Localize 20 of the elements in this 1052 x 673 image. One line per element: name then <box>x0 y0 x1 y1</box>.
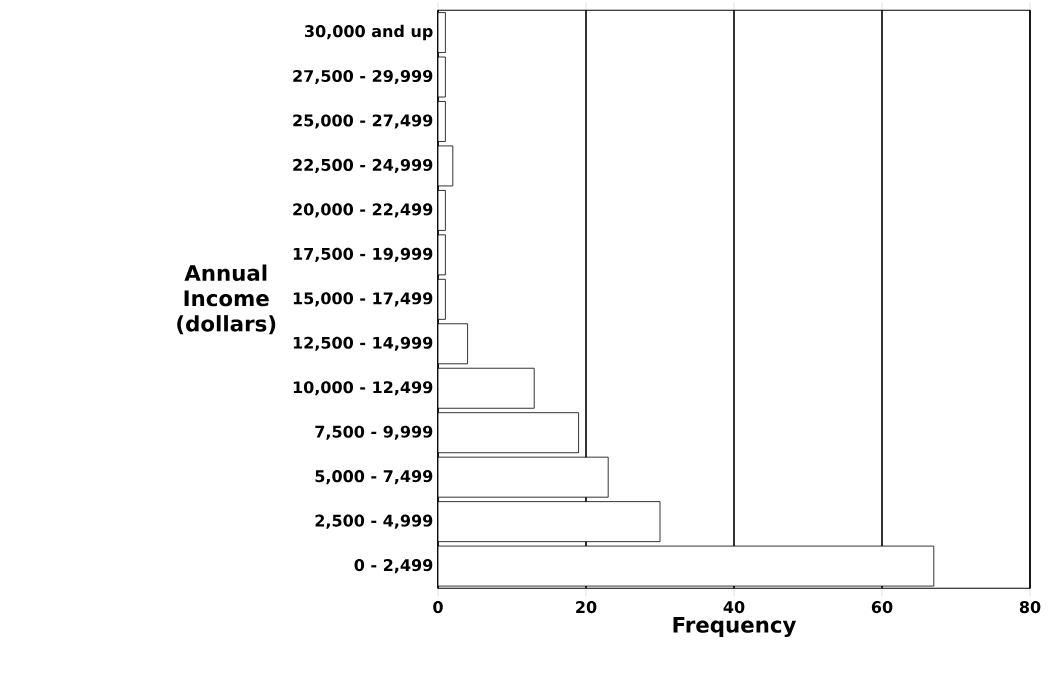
x-axis-title: Frequency <box>673 616 797 637</box>
y-tick-label: 27,500 - 29,999 <box>293 69 433 84</box>
y-tick-label: 5,000 - 7,499 <box>315 469 433 485</box>
x-tick-label: 40 <box>723 600 745 613</box>
y-tick-label: 2,500 - 4,999 <box>315 514 433 529</box>
y-tick-label: 0 - 2,499 <box>354 558 433 574</box>
y-tick-label: 22,500 - 24,999 <box>293 158 433 173</box>
x-tick-label: 20 <box>576 600 597 613</box>
x-tick-label: 80 <box>1019 600 1041 613</box>
y-tick-label: 25,000 - 27,499 <box>293 114 433 129</box>
y-tick-label: 15,000 - 17,499 <box>293 292 433 307</box>
y-tick-label: 30,000 and up <box>304 24 433 41</box>
y-tick-label: 17,500 - 19,999 <box>293 247 433 262</box>
x-tick-label: 60 <box>871 600 893 613</box>
y-axis-title: Annual Income (dollars) <box>177 264 276 334</box>
y-tick-label: 7,500 - 9,999 <box>315 425 433 440</box>
x-tick-label: 0 <box>433 600 443 613</box>
y-tick-label: 12,500 - 14,999 <box>293 336 433 351</box>
y-tick-label: 20,000 - 22,499 <box>293 203 433 218</box>
y-tick-label: 10,000 - 12,499 <box>293 381 433 396</box>
